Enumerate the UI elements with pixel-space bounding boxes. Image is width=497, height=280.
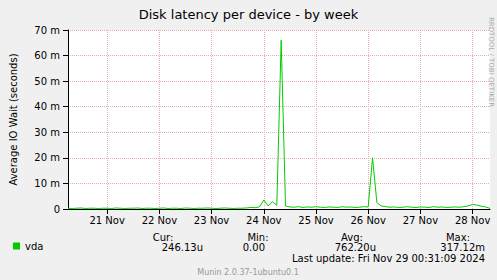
svg-text:RRDTOOL / TOBI OETIKER: RRDTOOL / TOBI OETIKER xyxy=(487,16,495,108)
svg-text:762.20u: 762.20u xyxy=(335,242,376,253)
svg-text:Min:: Min: xyxy=(247,231,269,243)
svg-text:25 Nov: 25 Nov xyxy=(298,215,334,226)
svg-text:Munin 2.0.37-1ubuntu0.1: Munin 2.0.37-1ubuntu0.1 xyxy=(197,268,299,277)
svg-text:0.00: 0.00 xyxy=(243,242,265,253)
svg-text:70 m: 70 m xyxy=(34,25,60,36)
svg-text:Avg:: Avg: xyxy=(341,231,363,243)
svg-text:Disk latency per device - by w: Disk latency per device - by week xyxy=(139,7,359,22)
svg-text:317.12m: 317.12m xyxy=(440,242,485,253)
svg-text:22 Nov: 22 Nov xyxy=(142,215,178,226)
svg-text:Last update: Fri Nov 29 00:31:: Last update: Fri Nov 29 00:31:09 2024 xyxy=(292,253,485,264)
svg-text:0: 0 xyxy=(54,204,60,215)
svg-text:Cur:: Cur: xyxy=(152,231,174,243)
svg-text:26 Nov: 26 Nov xyxy=(350,215,386,226)
svg-text:24 Nov: 24 Nov xyxy=(246,215,282,226)
svg-text:246.13u: 246.13u xyxy=(162,242,203,253)
svg-text:28 Nov: 28 Nov xyxy=(455,215,491,226)
svg-text:50 m: 50 m xyxy=(34,76,60,87)
svg-text:20 m: 20 m xyxy=(34,152,60,163)
svg-text:21 Nov: 21 Nov xyxy=(89,215,125,226)
svg-text:Max:: Max: xyxy=(446,231,470,243)
svg-text:10 m: 10 m xyxy=(34,178,60,189)
svg-text:vda: vda xyxy=(25,241,43,252)
svg-text:40 m: 40 m xyxy=(34,101,60,112)
svg-text:60 m: 60 m xyxy=(34,50,60,61)
svg-text:Average IO Wait (seconds): Average IO Wait (seconds) xyxy=(8,53,19,185)
svg-text:30 m: 30 m xyxy=(34,127,60,138)
svg-text:27 Nov: 27 Nov xyxy=(403,215,439,226)
svg-text:23 Nov: 23 Nov xyxy=(194,215,230,226)
